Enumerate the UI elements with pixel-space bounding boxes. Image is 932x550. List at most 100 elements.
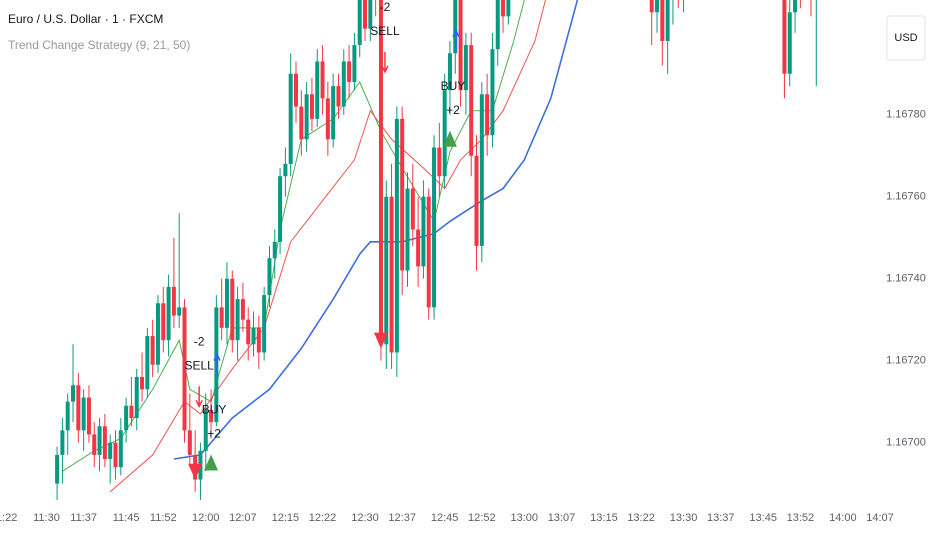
candle-body xyxy=(405,188,410,271)
candle-body xyxy=(336,86,341,107)
candle-body xyxy=(294,73,298,107)
candle-body xyxy=(166,286,171,341)
candle-body xyxy=(235,299,240,341)
x-tick-label: 13:22 xyxy=(627,512,655,524)
candle-body xyxy=(325,98,330,140)
x-tick-label: 13:37 xyxy=(707,512,735,524)
candle-body xyxy=(171,286,176,316)
x-tick-label: 14:07 xyxy=(866,512,894,524)
candle-body xyxy=(479,94,484,246)
candle-body xyxy=(787,12,792,74)
candle-body xyxy=(251,327,256,345)
currency-box[interactable] xyxy=(886,15,926,61)
x-tick-label: 12:45 xyxy=(431,512,459,524)
candle-body xyxy=(490,49,495,136)
chart-title: Euro / U.S. Dollar · 1 · FXCM xyxy=(8,12,163,26)
candle-body xyxy=(352,45,357,82)
candle-body xyxy=(426,196,431,308)
candle-body xyxy=(219,307,224,328)
candle-body xyxy=(187,430,192,455)
candle-body xyxy=(655,0,660,13)
candle-body xyxy=(209,409,214,423)
x-tick-label: 12:15 xyxy=(272,512,300,524)
candle-body xyxy=(155,303,160,365)
candle-body xyxy=(474,155,479,246)
candle-body xyxy=(501,0,506,17)
candle-body xyxy=(203,409,208,451)
candle-body xyxy=(134,377,139,419)
currency-label[interactable]: USD xyxy=(894,32,917,44)
candle-body xyxy=(272,241,277,259)
candle-body xyxy=(320,61,325,99)
x-tick-label: 13:30 xyxy=(670,512,698,524)
x-tick-label: 12:00 xyxy=(192,512,220,524)
x-tick-label: 11:22 xyxy=(0,512,17,524)
x-tick-label: 13:07 xyxy=(548,512,576,524)
candle-body xyxy=(447,53,452,91)
y-tick-label: 1.16780 xyxy=(886,109,926,121)
x-tick-label: 11:52 xyxy=(150,512,177,524)
candle-body xyxy=(416,229,421,267)
candle-body xyxy=(86,397,91,435)
candle-body xyxy=(81,397,86,431)
x-tick-label: 12:30 xyxy=(351,512,379,524)
candle-body xyxy=(299,106,304,140)
sell-arrow xyxy=(381,52,389,74)
candle-body xyxy=(432,147,437,308)
candle-body xyxy=(161,303,166,341)
x-tick-label: 11:30 xyxy=(33,512,60,524)
candle-body xyxy=(177,307,182,316)
candle-body xyxy=(309,94,314,119)
signal-size: -2 xyxy=(380,0,391,14)
candle-body xyxy=(230,278,235,341)
candle-body xyxy=(65,401,70,431)
x-tick-label: 13:00 xyxy=(511,512,539,524)
candle-body xyxy=(267,258,272,296)
candle-body xyxy=(410,188,415,230)
candle-body xyxy=(315,61,320,119)
candle-body xyxy=(389,196,394,353)
sell-marker xyxy=(373,332,388,349)
candle-body xyxy=(660,0,665,41)
y-tick-label: 1.16740 xyxy=(886,273,926,285)
candle-body xyxy=(102,426,107,460)
candle-body xyxy=(458,0,463,91)
candle-body xyxy=(793,0,798,13)
candle-body xyxy=(495,0,500,50)
candle-body xyxy=(368,0,373,29)
candle-body xyxy=(421,196,426,267)
candle-body xyxy=(347,61,352,82)
candle-body xyxy=(485,94,490,136)
x-tick-label: 12:07 xyxy=(229,512,257,524)
signal-label: SELL xyxy=(184,358,214,372)
candle-body xyxy=(304,94,309,140)
candle-body xyxy=(442,90,447,177)
candle-body xyxy=(394,118,399,353)
candle-body xyxy=(92,434,97,455)
plot-area: 1.16700 1.16720 1.16740 1.16760 1.16780 11:22… xyxy=(0,0,926,524)
chart-subtitle: Trend Change Strategy (9, 21, 50) xyxy=(8,38,190,52)
y-tick-label: 1.16760 xyxy=(886,191,926,203)
x-tick-label: 13:45 xyxy=(749,512,777,524)
sell-arrow xyxy=(195,386,203,409)
signal-label: BUY xyxy=(202,403,227,417)
x-tick-label: 13:52 xyxy=(787,512,815,524)
buy-marker xyxy=(442,130,457,147)
candle-body xyxy=(453,0,458,54)
candle-body xyxy=(384,196,389,345)
candle-body xyxy=(378,0,383,345)
buy-arrow xyxy=(213,352,221,375)
candle-body xyxy=(97,426,102,455)
candle-body xyxy=(782,0,787,74)
candle-body xyxy=(341,61,346,107)
x-tick-label: 13:15 xyxy=(590,512,618,524)
x-tick-label: 12:22 xyxy=(309,512,337,524)
candle-body xyxy=(145,336,150,390)
signal-size: +2 xyxy=(207,427,221,441)
candle-body xyxy=(108,442,113,460)
candle-body xyxy=(506,0,511,17)
x-tick-label: 14:00 xyxy=(829,512,857,524)
candle-body xyxy=(262,295,267,353)
candle-body xyxy=(278,176,283,242)
